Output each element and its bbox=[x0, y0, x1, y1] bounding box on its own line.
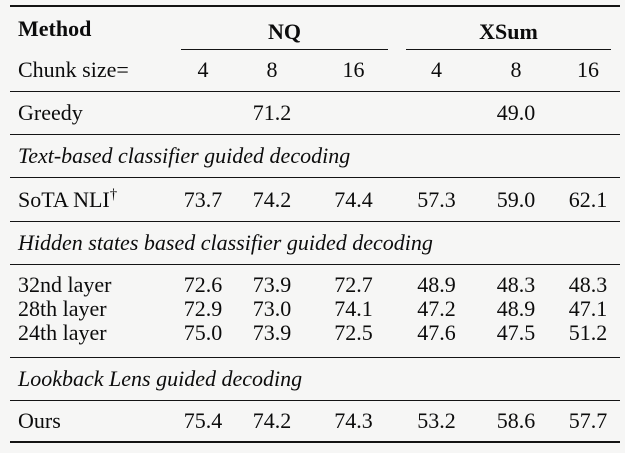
results-table: Method NQ XSum Chunk size= 4 8 16 4 8 16… bbox=[10, 5, 620, 443]
cell-value: 59.0 bbox=[496, 187, 536, 212]
section-header-text-based: Text-based classifier guided decoding bbox=[10, 135, 620, 178]
cell-value: 73.0 bbox=[252, 296, 292, 321]
column-header-method: Method bbox=[18, 15, 92, 41]
row-label-ours: Ours bbox=[18, 408, 61, 433]
chunk-size-nq-8: 8 bbox=[266, 57, 278, 82]
dagger-footnote-marker: † bbox=[109, 186, 118, 203]
column-group-xsum-label: XSum bbox=[406, 20, 611, 50]
chunk-size-xsum-8: 8 bbox=[510, 57, 522, 82]
row-label-28th-layer: 28th layer bbox=[18, 296, 107, 321]
row-label-32nd-layer: 32nd layer bbox=[18, 272, 112, 297]
table-row-24th-layer: 24th layer 75.0 73.9 72.5 47.6 47.5 51.2 bbox=[10, 321, 620, 358]
cell-value: 72.5 bbox=[334, 320, 373, 345]
cell-value: 57.7 bbox=[568, 408, 608, 433]
cell-value: 58.6 bbox=[496, 408, 536, 433]
table-header-row-groups: Method NQ XSum bbox=[10, 6, 620, 50]
cell-value: 74.1 bbox=[334, 296, 373, 321]
section-header-lookback-lens: Lookback Lens guided decoding bbox=[10, 358, 620, 401]
cell-value: 74.2 bbox=[252, 408, 292, 433]
cell-value: 53.2 bbox=[417, 408, 456, 433]
cell-value: 72.9 bbox=[183, 296, 223, 321]
row-label-sota-nli: SoTA NLI† bbox=[18, 186, 118, 212]
row-label-greedy: Greedy bbox=[18, 100, 83, 125]
cell-value: 47.5 bbox=[496, 320, 536, 345]
table-row-ours: Ours 75.4 74.2 74.3 53.2 58.6 57.7 bbox=[10, 401, 620, 443]
chunk-size-label: Chunk size= bbox=[18, 57, 129, 82]
row-label-24th-layer: 24th layer bbox=[18, 320, 107, 345]
cell-value: 48.3 bbox=[496, 272, 536, 297]
cell-value: 47.2 bbox=[417, 296, 456, 321]
chunk-size-xsum-4: 4 bbox=[431, 57, 442, 82]
cell-value: 62.1 bbox=[568, 187, 608, 212]
table-header-row-chunks: Chunk size= 4 8 16 4 8 16 bbox=[10, 50, 620, 92]
section-title: Lookback Lens guided decoding bbox=[18, 366, 303, 391]
empty-cell bbox=[397, 92, 476, 135]
empty-cell bbox=[556, 92, 620, 135]
section-title: Text-based classifier guided decoding bbox=[18, 143, 351, 168]
column-group-nq: NQ bbox=[172, 6, 397, 50]
table-row-greedy: Greedy 71.2 49.0 bbox=[10, 92, 620, 135]
cell-value: 72.7 bbox=[334, 272, 373, 297]
table-row-sota-nli: SoTA NLI† 73.7 74.2 74.4 57.3 59.0 62.1 bbox=[10, 178, 620, 222]
cell-value: 74.4 bbox=[334, 187, 373, 212]
greedy-nq-value: 71.2 bbox=[252, 100, 292, 125]
cell-value: 72.6 bbox=[183, 272, 223, 297]
cell-value: 57.3 bbox=[417, 187, 456, 212]
greedy-xsum-value: 49.0 bbox=[496, 100, 536, 125]
section-title: Hidden states based classifier guided de… bbox=[18, 230, 433, 255]
section-header-hidden-states: Hidden states based classifier guided de… bbox=[10, 222, 620, 265]
chunk-size-nq-16: 16 bbox=[342, 57, 365, 82]
cell-value: 75.4 bbox=[183, 408, 223, 433]
cell-value: 48.3 bbox=[568, 272, 608, 297]
cell-value: 73.7 bbox=[183, 187, 223, 212]
cell-value: 48.9 bbox=[496, 296, 536, 321]
empty-cell bbox=[310, 92, 397, 135]
cell-value: 47.1 bbox=[568, 296, 608, 321]
cell-value: 73.9 bbox=[252, 272, 292, 297]
cell-value: 47.6 bbox=[417, 320, 456, 345]
cell-value: 75.0 bbox=[183, 320, 223, 345]
column-group-nq-label: NQ bbox=[181, 20, 388, 50]
empty-cell bbox=[172, 92, 234, 135]
cell-value: 51.2 bbox=[568, 320, 608, 345]
chunk-size-xsum-16: 16 bbox=[577, 57, 599, 82]
cell-value: 74.2 bbox=[252, 187, 292, 212]
column-group-xsum: XSum bbox=[397, 6, 620, 50]
cell-value: 73.9 bbox=[252, 320, 292, 345]
cell-value: 74.3 bbox=[334, 408, 373, 433]
table-row-32nd-layer: 32nd layer 72.6 73.9 72.7 48.9 48.3 48.3 bbox=[10, 265, 620, 298]
table-row-28th-layer: 28th layer 72.9 73.0 74.1 47.2 48.9 47.1 bbox=[10, 297, 620, 321]
chunk-size-nq-4: 4 bbox=[197, 57, 209, 82]
cell-value: 48.9 bbox=[417, 272, 456, 297]
